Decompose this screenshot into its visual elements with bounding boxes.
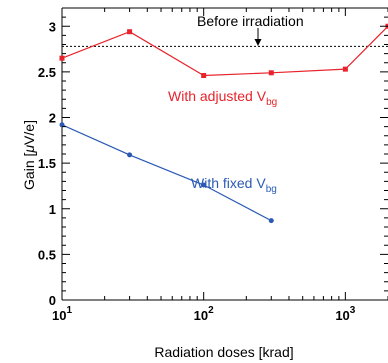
series-label-adjusted-main: With adjusted V: [168, 88, 267, 104]
reference-arrow: [254, 28, 262, 46]
series-line-0: [61, 25, 388, 77]
series-point-1: [127, 152, 133, 158]
series-line-1: [61, 124, 272, 222]
y-axis-title-prefix: Gain [: [21, 153, 37, 190]
x-tick-label: 101: [52, 305, 72, 323]
y-tick-label: 0: [49, 293, 56, 308]
x-tick-label-base: 10: [335, 308, 349, 323]
series-label-adjusted: With adjusted Vbg: [168, 88, 277, 108]
y-tick-label: 1: [49, 202, 56, 217]
series-point-0: [59, 55, 65, 61]
series-label-adjusted-sub: bg: [266, 97, 277, 108]
y-axis-title-mu: μ: [21, 145, 37, 154]
x-tick-label-base: 10: [52, 308, 66, 323]
series-group: [59, 23, 388, 224]
x-tick-label: 102: [194, 305, 214, 323]
reference-label: Before irradiation: [197, 13, 304, 29]
y-axis-title: Gain [μV/e]: [21, 120, 37, 190]
x-axis-title: Radiation doses [krad]: [154, 344, 293, 360]
series-point-0: [127, 29, 133, 35]
x-tick-label: 103: [335, 305, 355, 323]
series-point-0: [268, 70, 274, 76]
y-axis-title-unit: V/e]: [21, 120, 37, 145]
x-tick-label-exponent: 3: [350, 305, 356, 316]
series-point-1: [268, 218, 274, 224]
x-tick-label-exponent: 2: [208, 305, 214, 316]
x-tick-label-exponent: 1: [66, 305, 72, 316]
series-label-fixed-sub: bg: [266, 184, 277, 195]
series-point-0: [342, 66, 348, 72]
series-label-fixed: With fixed Vbg: [191, 175, 277, 195]
y-tick-label: 3: [49, 19, 56, 34]
x-tick-label-base: 10: [194, 308, 208, 323]
series-point-1: [201, 182, 207, 188]
series-point-1: [59, 122, 65, 128]
y-tick-label: 2.5: [38, 65, 56, 80]
series-point-0: [201, 73, 207, 79]
y-tick-label: 1.5: [38, 156, 56, 171]
y-tick-label: 0.5: [38, 247, 56, 262]
series-label-fixed-main: With fixed V: [191, 175, 266, 191]
y-tick-label: 2: [49, 111, 56, 126]
plot-frame: [61, 7, 388, 301]
